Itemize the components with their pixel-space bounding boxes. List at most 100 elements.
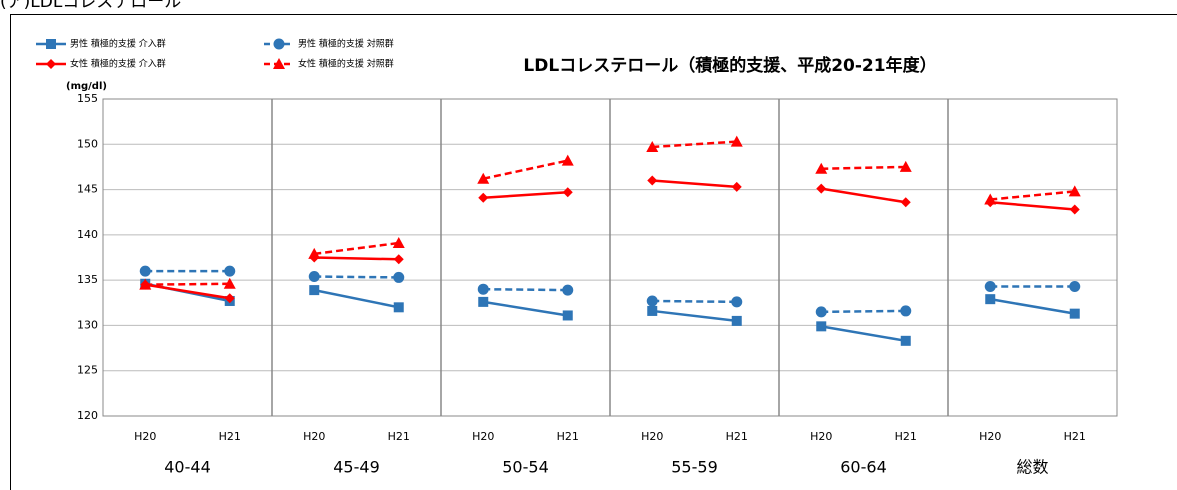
data-point	[224, 293, 235, 304]
data-point	[647, 175, 658, 186]
group-label: 40-44	[164, 458, 211, 477]
group-label: 55-59	[671, 458, 718, 477]
data-point	[308, 271, 320, 283]
series-line	[990, 297, 1075, 315]
series-line	[821, 325, 906, 343]
data-point	[731, 181, 742, 192]
series-line	[483, 191, 568, 199]
data-point	[816, 183, 827, 194]
legend-marker	[273, 38, 285, 50]
group-label: 60-64	[840, 458, 887, 477]
y-tick-label: 145	[77, 183, 98, 196]
data-point	[562, 310, 573, 321]
x-tick-label: H20	[472, 430, 494, 443]
data-point	[899, 160, 912, 172]
legend-marker	[46, 59, 56, 69]
data-point	[985, 294, 996, 305]
y-tick-label: 140	[77, 228, 98, 241]
data-point	[646, 295, 658, 307]
legend-label: 女性 積極的支援 介入群	[70, 58, 166, 70]
series-line	[990, 201, 1075, 211]
legend-label: 男性 積極的支援 介入群	[70, 38, 166, 50]
group-label: 50-54	[502, 458, 549, 477]
legend-label: 男性 積極的支援 対照群	[298, 38, 394, 50]
data-point	[647, 305, 658, 316]
data-point	[561, 154, 574, 166]
data-point	[815, 162, 828, 174]
legend-marker	[46, 39, 56, 49]
data-point	[1069, 308, 1080, 319]
chart-title: LDLコレステロール（積極的支援、平成20-21年度）	[523, 55, 936, 76]
data-point	[900, 305, 912, 317]
series-line	[652, 140, 737, 149]
series-line	[483, 300, 568, 317]
series-line	[652, 309, 737, 323]
series-line	[483, 287, 568, 292]
data-point	[393, 254, 404, 265]
x-tick-label: H20	[810, 430, 832, 443]
series-line	[314, 241, 399, 256]
legend-label: 女性 積極的支援 対照群	[298, 58, 394, 70]
x-tick-label: H21	[388, 430, 410, 443]
data-point	[139, 265, 151, 277]
x-tick-label: H20	[303, 430, 325, 443]
data-point	[731, 296, 743, 308]
x-tick-label: H21	[726, 430, 748, 443]
series-line	[821, 187, 906, 204]
series-line	[652, 299, 737, 304]
x-tick-label: H20	[979, 430, 1001, 443]
x-tick-label: H21	[895, 430, 917, 443]
data-point	[308, 247, 321, 259]
y-tick-label: 155	[77, 92, 98, 105]
series-line	[314, 256, 399, 261]
series-line	[652, 179, 737, 189]
data-point	[478, 192, 489, 203]
data-point	[731, 315, 742, 326]
data-point	[309, 285, 320, 296]
data-point	[224, 265, 236, 277]
x-tick-label: H20	[641, 430, 663, 443]
x-tick-label: H20	[134, 430, 156, 443]
data-point	[477, 172, 490, 184]
x-tick-label: H21	[1064, 430, 1086, 443]
data-point	[900, 197, 911, 208]
data-point	[477, 283, 489, 295]
series-line	[821, 309, 906, 314]
series-line	[314, 275, 399, 279]
y-tick-label: 135	[77, 273, 98, 286]
data-point	[1069, 204, 1080, 215]
y-axis-label: (mg/dl)	[66, 81, 107, 92]
group-label: 総数	[1016, 458, 1048, 477]
data-point	[393, 271, 405, 283]
y-tick-label: 120	[77, 409, 98, 422]
data-point	[392, 237, 405, 249]
y-tick-label: 130	[77, 318, 98, 331]
data-point	[1069, 280, 1081, 292]
x-tick-label: H21	[557, 430, 579, 443]
data-point	[815, 306, 827, 318]
x-tick-label: H21	[219, 430, 241, 443]
series-line	[990, 190, 1075, 201]
data-point	[984, 280, 996, 292]
heading: (ア)LDLコレステロール	[0, 0, 181, 12]
data-point	[816, 321, 827, 332]
series-line	[145, 283, 230, 300]
series-line	[482, 159, 569, 180]
data-point	[646, 141, 659, 153]
data-point	[730, 135, 743, 147]
group-label: 45-49	[333, 458, 380, 477]
data-point	[139, 278, 152, 290]
data-point	[223, 277, 236, 289]
data-point	[1068, 185, 1081, 197]
data-point	[478, 296, 489, 307]
y-tick-label: 150	[77, 137, 98, 150]
data-point	[562, 284, 574, 296]
series-line	[314, 288, 399, 309]
legend-marker	[273, 58, 285, 69]
data-point	[900, 335, 911, 346]
y-tick-label: 125	[77, 364, 98, 377]
data-point	[562, 187, 573, 198]
series-line	[145, 282, 230, 286]
